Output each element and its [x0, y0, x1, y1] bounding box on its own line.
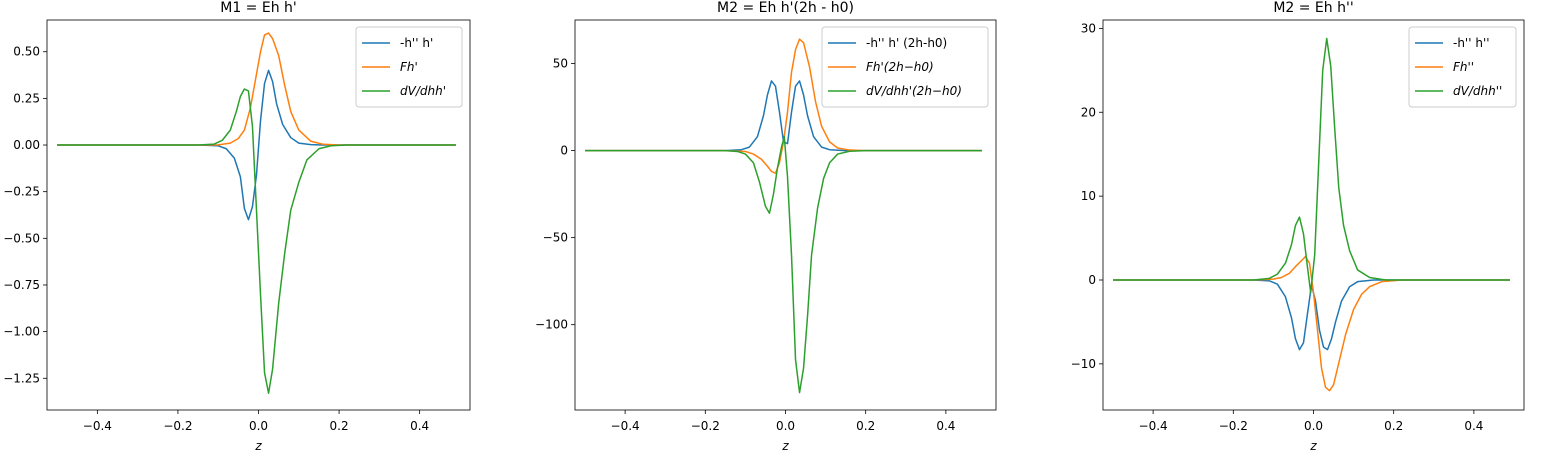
- legend-box: [355, 26, 463, 108]
- x-tick-label: −0.2: [1219, 419, 1248, 433]
- y-tick-label: 0.00: [13, 138, 40, 152]
- x-tick-label: 0.0: [776, 419, 795, 433]
- x-tick-label: −0.2: [163, 419, 192, 433]
- legend-label: dV/dhh': [400, 84, 446, 98]
- chart-title: M2 = Eh h'(2h - h0): [717, 0, 854, 16]
- y-tick-label: 20: [1081, 105, 1096, 119]
- series-line-2: [1113, 255, 1510, 392]
- y-tick-label: −0.25: [3, 185, 40, 199]
- y-tick-label: 0.25: [13, 91, 40, 105]
- series-line-3: [57, 88, 456, 394]
- y-tick-label: −10: [1071, 357, 1096, 371]
- x-tick-label: 0.4: [410, 419, 429, 433]
- x-axis-label: z: [781, 439, 789, 450]
- y-tick-label: −0.75: [3, 278, 40, 292]
- y-tick-label: 0: [560, 144, 568, 158]
- chart-panel-1: −0.4 −0.2 0.0 0.2 0.4 0.50 0.25 0.00 −0.25 −0.50 −…: [3, 0, 471, 450]
- legend: -h'' h' Fh' dV/dhh': [355, 26, 463, 108]
- legend-label: Fh'(2h−h0): [866, 60, 934, 74]
- y-tick-label: −100: [535, 318, 568, 332]
- series-line-2: [57, 32, 456, 146]
- legend-label: -h'' h' (2h-h0): [866, 36, 947, 50]
- legend-label: -h'' h': [400, 36, 433, 50]
- x-tick-label: 0.0: [1304, 419, 1323, 433]
- legend-label: Fh'': [1453, 60, 1474, 74]
- series-line-3: [585, 135, 982, 394]
- legend-box: [1408, 26, 1517, 108]
- x-tick-label: 0.4: [936, 419, 955, 433]
- y-tick-label: −1.25: [3, 371, 40, 385]
- series-line-2: [585, 38, 982, 174]
- y-tick-label: −0.50: [3, 231, 40, 245]
- y-tick-label: −1.00: [3, 325, 40, 339]
- chart-panel-3: −0.4 −0.2 0.0 0.2 0.4 30 20 10 0 −10 M2 = Eh h'' z -…: [1071, 0, 1525, 450]
- series-line-1: [57, 69, 456, 221]
- x-tick-label: 0.4: [1464, 419, 1483, 433]
- chart-title: M1 = Eh h': [220, 0, 297, 16]
- legend-label: dV/dhh'': [1453, 84, 1502, 98]
- chart-panel-2: −0.4 −0.2 0.0 0.2 0.4 50 0 −50 −100 M2 = Eh h'(2h…: [535, 0, 997, 450]
- x-axis-label: z: [254, 439, 262, 450]
- series-line-3: [1113, 37, 1510, 294]
- y-tick-label: 50: [553, 57, 568, 71]
- x-axis-label: z: [1309, 439, 1317, 450]
- legend: -h'' h' (2h-h0) Fh'(2h−h0) dV/dhh'(2h−h0): [821, 26, 989, 108]
- y-tick-label: 0: [1088, 273, 1096, 287]
- legend-label: -h'' h'': [1453, 36, 1490, 50]
- legend-box: [821, 26, 989, 108]
- x-tick-label: 0.2: [1384, 419, 1403, 433]
- y-tick-label: 30: [1081, 21, 1096, 35]
- y-tick-label: 10: [1081, 189, 1096, 203]
- x-tick-label: −0.4: [611, 419, 640, 433]
- x-tick-label: −0.2: [691, 419, 720, 433]
- x-tick-label: 0.2: [330, 419, 349, 433]
- x-tick-label: 0.2: [856, 419, 875, 433]
- y-tick-label: −50: [543, 231, 568, 245]
- legend-label: Fh': [400, 60, 418, 74]
- x-tick-label: −0.4: [1139, 419, 1168, 433]
- legend: -h'' h'' Fh'' dV/dhh'': [1408, 26, 1517, 108]
- y-tick-label: 0.50: [13, 45, 40, 59]
- x-tick-label: 0.0: [249, 419, 268, 433]
- legend-label: dV/dhh'(2h−h0): [866, 84, 962, 98]
- chart-title: M2 = Eh h'': [1273, 0, 1353, 16]
- x-tick-label: −0.4: [83, 419, 112, 433]
